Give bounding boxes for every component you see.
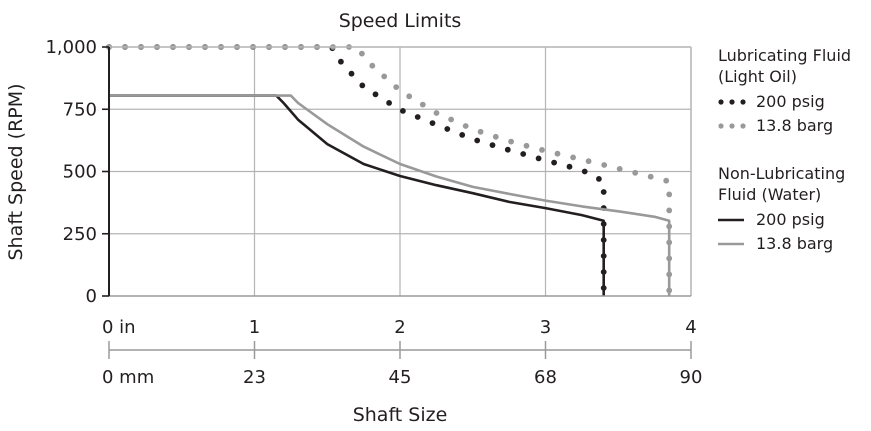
- series-point-oil-13.8barg: [369, 62, 376, 69]
- x-tick-label-in: 1: [249, 317, 260, 338]
- series-point-oil-13.8barg: [492, 133, 499, 140]
- series-point-oil-13.8barg: [554, 150, 561, 157]
- series-point-oil-200psig: [429, 120, 436, 126]
- series-point-oil-200psig: [386, 100, 392, 106]
- x-tick-label-in: 0 in: [102, 317, 136, 338]
- legend-swatch-dot: [729, 123, 735, 129]
- legend-swatch-dot: [718, 99, 724, 105]
- legend-swatch-dot: [729, 99, 735, 105]
- series-water-13.8barg: [109, 94, 671, 296]
- series-point-oil-200psig: [474, 137, 481, 144]
- legend-entry-label: 200 psig: [756, 210, 825, 229]
- series-point-oil-200psig: [338, 58, 344, 65]
- y-tick-label: 750: [63, 99, 97, 120]
- series-point-oil-13.8barg: [477, 128, 484, 135]
- x-tick-label-mm: 0 mm: [102, 367, 154, 388]
- legend-entry-label: 13.8 barg: [756, 234, 833, 253]
- legend-entry-label: 13.8 barg: [756, 116, 833, 135]
- series-point-oil-200psig: [359, 82, 366, 89]
- series-line-water-200psig: [109, 94, 606, 296]
- series-line-water-13.8barg: [109, 94, 671, 296]
- series-point-oil-200psig: [414, 114, 421, 120]
- series-point-oil-200psig: [489, 142, 496, 149]
- series-point-oil-13.8barg: [632, 169, 639, 176]
- series-layer: [106, 44, 673, 296]
- series-point-oil-13.8barg: [462, 123, 469, 129]
- series-point-oil-13.8barg: [381, 73, 388, 80]
- series-point-oil-13.8barg: [539, 147, 545, 153]
- series-water-200psig: [109, 94, 606, 296]
- legend-entry-label: 200 psig: [756, 92, 825, 111]
- series-point-oil-200psig: [348, 70, 355, 77]
- series-oil-13.8barg: [106, 44, 673, 294]
- series-point-oil-13.8barg: [448, 116, 454, 123]
- series-point-oil-200psig: [535, 155, 542, 162]
- series-point-oil-200psig: [581, 168, 588, 175]
- legend-group-title: (Light Oil): [718, 67, 797, 86]
- series-point-oil-13.8barg: [585, 158, 592, 165]
- series-point-oil-13.8barg: [433, 110, 440, 116]
- x-tick-label-in: 4: [685, 317, 696, 338]
- series-point-oil-200psig: [444, 126, 451, 132]
- grid-layer: [109, 47, 691, 296]
- x-tick-label-mm: 90: [680, 367, 703, 388]
- y-axis-label: Shaft Speed (RPM): [5, 83, 27, 260]
- series-point-oil-200psig: [459, 132, 466, 138]
- legend-swatch-dot: [740, 99, 746, 105]
- x-tick-label-in: 3: [540, 317, 551, 338]
- series-point-oil-200psig: [596, 176, 602, 182]
- series-point-oil-200psig: [551, 159, 557, 166]
- y-tick-label: 1,000: [45, 37, 97, 58]
- series-point-oil-13.8barg: [663, 177, 670, 184]
- series-point-oil-13.8barg: [523, 142, 530, 149]
- series-point-oil-13.8barg: [393, 84, 400, 90]
- x-tick-label-in: 2: [394, 317, 405, 338]
- legend-group-title: Lubricating Fluid: [718, 46, 851, 65]
- series-point-oil-200psig: [566, 163, 573, 170]
- series-oil-200psig: [106, 44, 607, 291]
- series-point-oil-13.8barg: [406, 93, 413, 100]
- y-tick-label: 0: [86, 286, 97, 307]
- x-axis-label: Shaft Size: [353, 404, 448, 426]
- series-point-oil-200psig: [504, 146, 511, 153]
- series-point-oil-13.8barg: [570, 154, 576, 161]
- series-point-oil-13.8barg: [359, 50, 365, 57]
- series-point-oil-13.8barg: [666, 207, 673, 214]
- series-point-oil-200psig: [400, 108, 406, 114]
- series-point-oil-13.8barg: [419, 101, 426, 108]
- series-point-oil-13.8barg: [616, 166, 623, 172]
- series-point-oil-200psig: [372, 91, 379, 98]
- legend-group: Lubricating Fluid (Light Oil) 200 psig 13.8…: [718, 46, 851, 135]
- series-point-oil-13.8barg: [601, 162, 608, 168]
- series-point-oil-13.8barg: [666, 191, 673, 198]
- x-tick-label-mm: 23: [243, 367, 266, 388]
- series-point-oil-13.8barg: [647, 173, 654, 180]
- legend-swatch-dot: [740, 123, 746, 129]
- legend-group-title: Non-Lubricating: [718, 164, 845, 183]
- legend-group-title: Fluid (Water): [718, 185, 821, 204]
- legend-swatch-dot: [718, 123, 724, 129]
- series-point-oil-13.8barg: [508, 138, 514, 145]
- legend: Lubricating Fluid (Light Oil) 200 psig 13.8…: [718, 46, 851, 253]
- series-point-oil-200psig: [600, 189, 607, 195]
- x-tick-label-mm: 68: [534, 367, 557, 388]
- x-tick-label-mm: 45: [389, 367, 412, 388]
- series-point-oil-200psig: [520, 151, 527, 157]
- chart-title: Speed Limits: [339, 10, 462, 32]
- y-tick-label: 250: [63, 224, 97, 245]
- legend-group: Non-Lubricating Fluid (Water) 200 psig 13.8…: [718, 164, 845, 253]
- y-tick-label: 500: [63, 162, 97, 183]
